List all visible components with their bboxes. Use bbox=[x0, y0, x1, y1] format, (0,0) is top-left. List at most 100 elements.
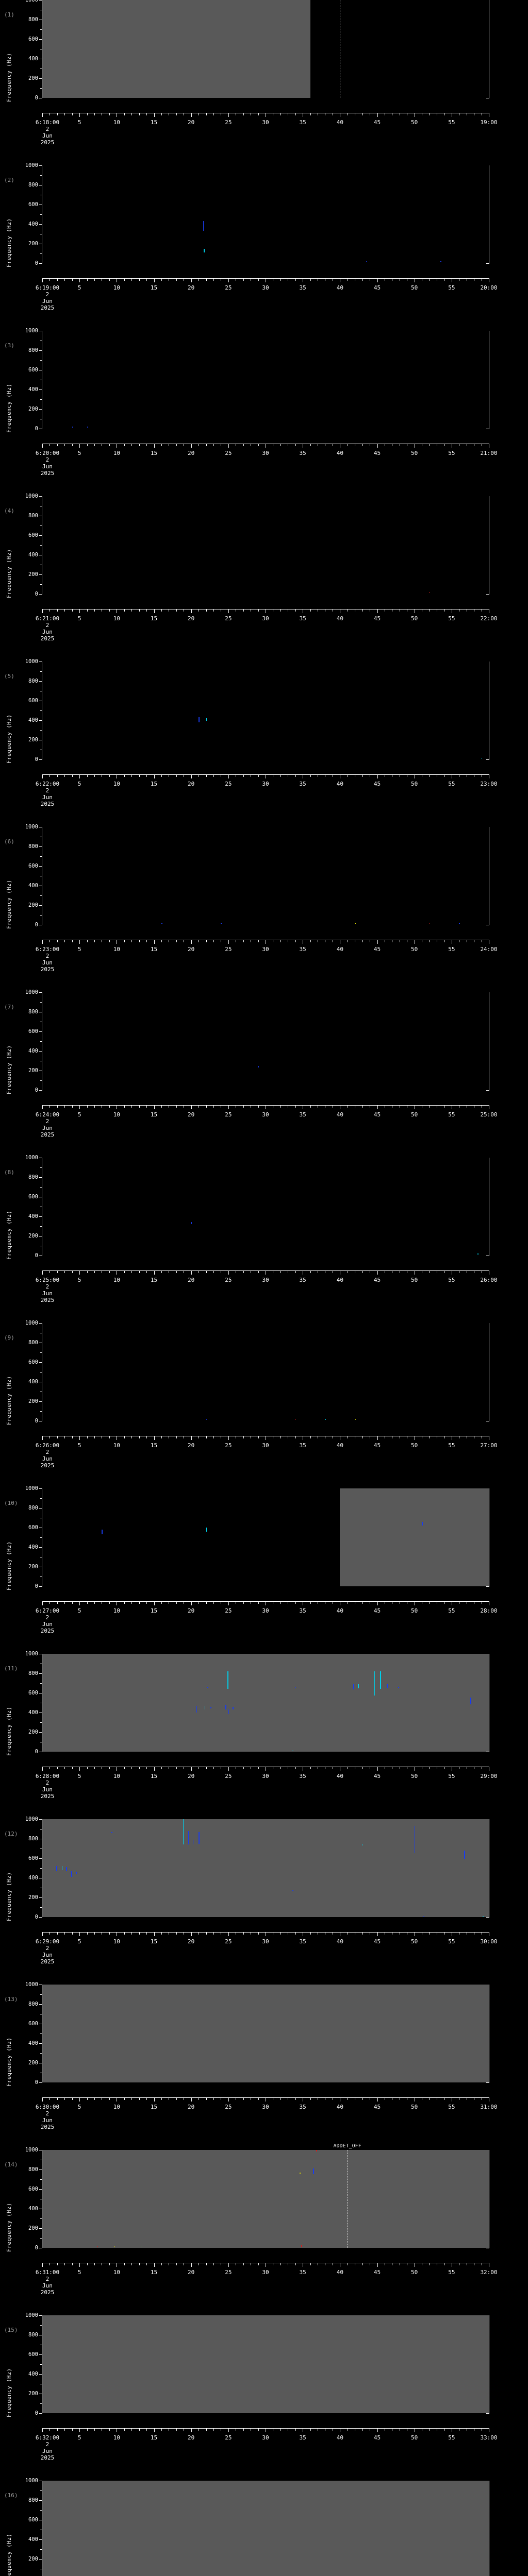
spectrogram-panel: (2) Frequency (Hz) 0 200 400 600 800 1000 6:19:0… bbox=[0, 162, 528, 331]
y-tick-label: 600 bbox=[28, 201, 38, 208]
date-line: 2 bbox=[45, 1945, 50, 1952]
x-tick-mark-minor bbox=[124, 1767, 125, 1769]
x-tick-label: 30 bbox=[262, 781, 269, 787]
spectrogram-image[interactable] bbox=[42, 165, 489, 263]
spectrogram-image[interactable] bbox=[42, 331, 489, 429]
y-tick-label: 400 bbox=[28, 2206, 38, 2212]
detection-trace bbox=[183, 1819, 184, 1845]
x-tick-mark-minor bbox=[295, 2428, 296, 2431]
y-tick-label: 1000 bbox=[25, 1651, 38, 1657]
x-tick-label: 25:00 bbox=[480, 1111, 498, 1118]
x-tick-mark-minor bbox=[258, 1932, 259, 1935]
x-tick-mark bbox=[191, 2097, 192, 2102]
x-tick-label: 40 bbox=[336, 2269, 343, 2276]
y-tick-label: 1000 bbox=[25, 493, 38, 499]
y-tick-label: 200 bbox=[28, 1894, 38, 1901]
y-tick-mark bbox=[39, 409, 42, 410]
detection-trace bbox=[113, 2246, 115, 2248]
y-tick-mark bbox=[39, 263, 42, 264]
detection-trace bbox=[233, 1706, 234, 1710]
y-tick-mark-right bbox=[486, 2082, 489, 2083]
x-tick-mark bbox=[42, 2263, 43, 2267]
spectrogram-image[interactable] bbox=[42, 0, 489, 98]
spectrogram-image[interactable] bbox=[42, 827, 489, 925]
y-tick-mark bbox=[39, 759, 42, 760]
x-tick-mark-minor bbox=[87, 2263, 88, 2265]
x-tick-label: 6:30:00 bbox=[35, 2104, 60, 2110]
x-tick-mark bbox=[377, 278, 378, 282]
spectrogram-image[interactable] bbox=[42, 2315, 489, 2413]
x-tick-mark-minor bbox=[161, 1105, 162, 1108]
detection-trace bbox=[140, 2246, 142, 2248]
panel-number: (8) bbox=[4, 1169, 14, 1176]
spectrogram-image[interactable] bbox=[42, 2150, 489, 2248]
x-tick-mark-minor bbox=[109, 1105, 110, 1108]
spectrogram-image[interactable] bbox=[42, 2481, 489, 2576]
y-tick-label: 600 bbox=[28, 863, 38, 869]
x-axis-start-datetime: 6:31:00 2 Jun 2025 bbox=[36, 2269, 59, 2296]
x-tick-label: 50 bbox=[411, 781, 418, 787]
detection-trace bbox=[440, 261, 441, 263]
x-tick-mark-minor bbox=[72, 444, 73, 446]
x-tick-mark-minor bbox=[57, 113, 58, 115]
x-tick-label: 35 bbox=[299, 2434, 306, 2441]
x-tick-mark-minor bbox=[243, 1601, 244, 1604]
detection-trace bbox=[422, 1521, 423, 1526]
spectrogram-image[interactable] bbox=[42, 992, 489, 1090]
x-tick-label: 20 bbox=[188, 1773, 195, 1780]
panel-number: (12) bbox=[4, 1831, 18, 1837]
y-tick-label: 400 bbox=[28, 1379, 38, 1385]
x-tick-mark-minor bbox=[206, 609, 207, 612]
spectrogram-image[interactable] bbox=[42, 1819, 489, 1917]
y-tick-label: 0 bbox=[35, 1583, 38, 1589]
x-axis-start-datetime: 6:32:00 2 Jun 2025 bbox=[36, 2434, 59, 2461]
x-tick-label: 6:25:00 bbox=[35, 1277, 60, 1283]
y-axis-ticks: 0 200 400 600 800 1000 bbox=[0, 1651, 42, 1755]
x-tick-mark-minor bbox=[258, 1767, 259, 1769]
x-tick-label: 55 bbox=[448, 1938, 455, 1945]
x-tick-mark bbox=[42, 940, 43, 944]
date-line: Jun bbox=[42, 463, 53, 470]
x-tick-mark-minor bbox=[64, 1601, 65, 1604]
x-tick-mark-minor bbox=[280, 609, 281, 612]
y-tick-mark-minor bbox=[40, 1683, 42, 1684]
date-line: 2 bbox=[45, 1780, 50, 1786]
date-line: Jun bbox=[42, 2448, 53, 2454]
spectrogram-image[interactable] bbox=[42, 1323, 489, 1421]
x-tick-mark-minor bbox=[109, 940, 110, 942]
x-tick-mark-minor bbox=[87, 1105, 88, 1108]
x-axis-start-datetime: 6:29:00 2 Jun 2025 bbox=[36, 1938, 59, 1965]
x-tick-mark-minor bbox=[109, 1436, 110, 1438]
x-tick-mark-minor bbox=[206, 1932, 207, 1935]
y-tick-mark bbox=[39, 1673, 42, 1674]
spectrogram-image[interactable] bbox=[42, 496, 489, 594]
x-tick-label: 10 bbox=[113, 946, 120, 953]
panel-number: (10) bbox=[4, 1500, 18, 1506]
y-tick-mark bbox=[39, 720, 42, 721]
x-tick-mark-minor bbox=[362, 2428, 363, 2431]
detection-trace bbox=[206, 718, 207, 721]
detection-trace bbox=[206, 1528, 207, 1532]
x-tick-mark-minor bbox=[139, 1601, 140, 1604]
spectrogram-image[interactable] bbox=[42, 1654, 489, 1752]
x-tick-mark-minor bbox=[72, 1932, 73, 1935]
date-line: 2025 bbox=[40, 2289, 55, 2296]
x-tick-label: 35 bbox=[299, 1938, 306, 1945]
x-tick-mark-minor bbox=[258, 1436, 259, 1438]
spectrogram-panel: (14) Frequency (Hz) 0 200 400 600 800 1000 ADDET… bbox=[0, 2143, 528, 2315]
spectrogram-image[interactable] bbox=[42, 1488, 489, 1586]
detection-trace bbox=[295, 1419, 296, 1420]
spectrogram-image[interactable] bbox=[42, 662, 489, 759]
y-tick-mark-minor bbox=[40, 88, 42, 89]
x-tick-mark-minor bbox=[258, 940, 259, 942]
spectrogram-image[interactable] bbox=[42, 1985, 489, 2082]
y-tick-label: 200 bbox=[28, 1233, 38, 1239]
x-tick-mark bbox=[79, 940, 80, 944]
spectrogram-image[interactable] bbox=[42, 1158, 489, 1256]
x-tick-label: 50 bbox=[411, 2434, 418, 2441]
date-line: 2025 bbox=[40, 966, 55, 973]
y-tick-label: 600 bbox=[28, 1690, 38, 1696]
y-tick-mark-right bbox=[486, 1090, 489, 1091]
x-tick-mark-minor bbox=[206, 1767, 207, 1769]
x-tick-label: 25 bbox=[225, 615, 232, 622]
